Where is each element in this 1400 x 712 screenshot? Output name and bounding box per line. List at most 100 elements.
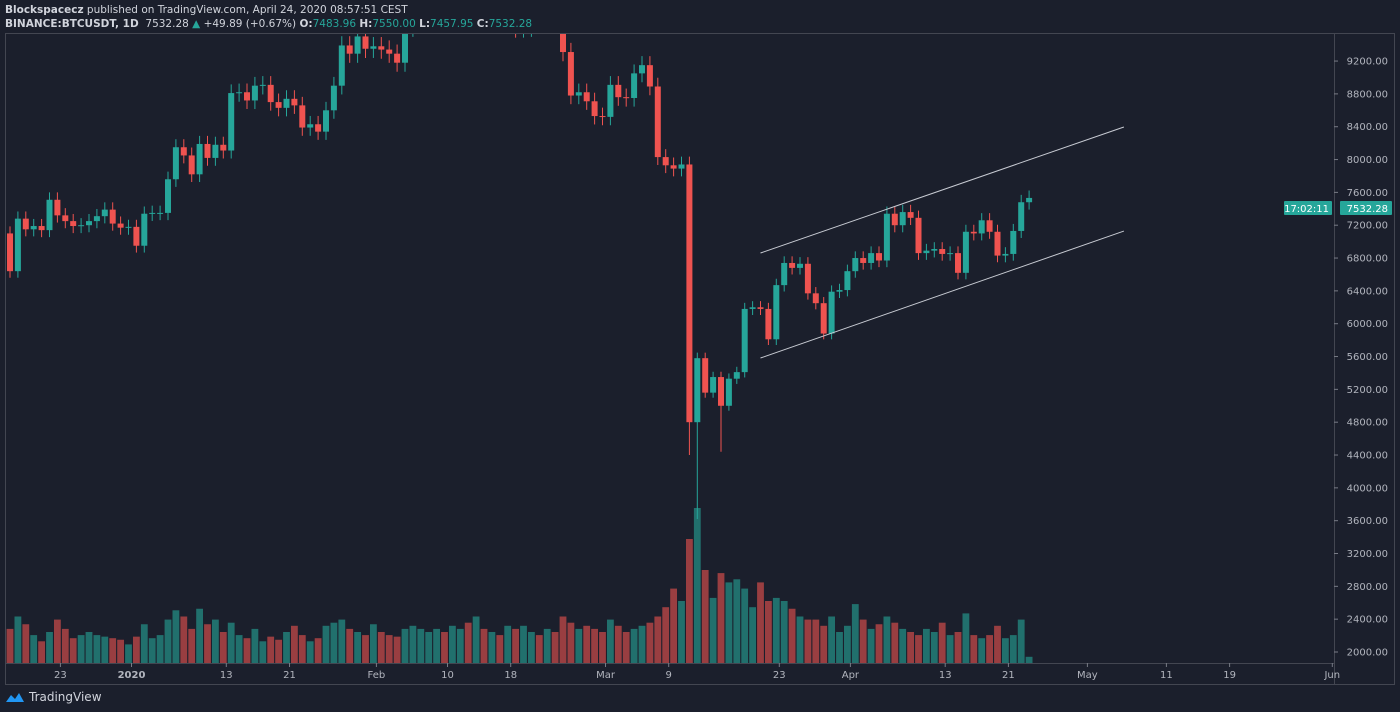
time-tick-label: 11 (1160, 670, 1173, 681)
candle-body (552, 0, 558, 24)
candle-body (852, 258, 859, 272)
candle-body (449, 0, 455, 8)
volume-bar (306, 641, 314, 663)
volume-bar (275, 639, 282, 663)
channel-lower-line[interactable] (760, 230, 1125, 359)
volume-bar (962, 613, 970, 663)
volume-bar (235, 635, 243, 663)
time-tick-label: 13 (939, 670, 952, 681)
open-value: 7483.96 (312, 18, 357, 30)
volume-bar (899, 628, 907, 663)
candles (7, 0, 1033, 519)
brand-label: TradingView (29, 690, 102, 704)
volume-bar (622, 632, 630, 663)
low-label: L: (419, 18, 431, 30)
price-axis[interactable]: 2000.00 2400.00 2800.00 3200.00 3600.00 4000.… (1334, 57, 1388, 659)
candle-body (702, 358, 709, 393)
candle-body (986, 220, 993, 232)
candle-body (244, 92, 250, 101)
price-tick-label: 8000.00 (1347, 155, 1388, 166)
candle-body (323, 110, 329, 132)
volume-bar (401, 628, 409, 663)
price-tick-label: 4000.00 (1347, 483, 1388, 494)
candle-body (38, 226, 45, 231)
candle-body (497, 2, 503, 20)
volume-bar (338, 619, 346, 663)
channel-upper-line[interactable] (760, 126, 1125, 254)
candle-body (560, 34, 566, 53)
volume-bar (757, 582, 764, 663)
volume-bar (480, 628, 488, 663)
candle-body (93, 216, 100, 222)
price-tick-label: 6400.00 (1347, 286, 1388, 297)
volume-bar (970, 635, 978, 663)
volume-bar (464, 622, 472, 663)
tradingview-logo[interactable]: TradingView (5, 690, 102, 704)
time-tick-label: 21 (1002, 670, 1015, 681)
volume-bar (994, 625, 1001, 663)
volume-bar (227, 622, 235, 663)
volume-bar (212, 619, 219, 663)
volume-bar (528, 632, 535, 663)
price-tick-label: 7200.00 (1347, 221, 1388, 232)
candle-body (172, 147, 179, 180)
volume-bar (425, 632, 433, 663)
candle-body (141, 213, 148, 246)
candle-body (330, 85, 337, 111)
candle-body (931, 249, 938, 251)
candle-body (188, 155, 195, 175)
close-value: 7532.28 (488, 18, 533, 30)
candle-body (125, 226, 132, 228)
candle-body (394, 53, 401, 63)
volume-bar (733, 579, 741, 663)
volume-bar (204, 624, 211, 663)
volume-bar (701, 570, 709, 663)
volume-bar (117, 639, 124, 663)
candle-body (646, 65, 653, 87)
candle-body (789, 262, 796, 268)
volume-bar (156, 635, 164, 663)
volume-bar (125, 644, 132, 663)
candle-body (204, 143, 211, 158)
candle-body (7, 233, 13, 272)
volume-bar (101, 636, 109, 663)
volume-bar (954, 632, 962, 663)
volume-bar (322, 625, 330, 663)
candle-body (939, 249, 946, 254)
candle-body (710, 377, 717, 393)
candle-body (267, 84, 274, 103)
candle-body (836, 290, 843, 292)
volume-bar (1025, 656, 1033, 663)
volume-bar (765, 601, 772, 663)
high-value: 7550.00 (372, 18, 416, 30)
price-tick-label: 2400.00 (1347, 615, 1388, 626)
candle-body (101, 209, 108, 217)
candle-body (513, 0, 519, 28)
volume-bar (133, 636, 140, 663)
price-tick-label: 6000.00 (1347, 319, 1388, 330)
price-tick-label: 4800.00 (1347, 418, 1388, 429)
volume-bar (456, 628, 464, 663)
candle-body (718, 377, 724, 406)
time-tick-label: 23 (54, 670, 67, 681)
volume-bar (946, 635, 954, 663)
candle-body (654, 86, 661, 158)
candle-body (820, 303, 827, 334)
candle-body (639, 65, 645, 74)
candle-body (899, 212, 906, 226)
time-tick-label: 10 (441, 670, 454, 681)
volume-bar (54, 619, 61, 663)
candle-body (773, 285, 780, 340)
volume-bar (859, 619, 867, 663)
time-axis[interactable]: 23 2020 13 21 Feb 10 18 Mar 9 23 Apr 13 21 May 11 19 Jun (54, 663, 1340, 681)
volume-bar (749, 607, 756, 663)
candle-body (781, 262, 788, 286)
volume-bar (512, 628, 519, 663)
channel-lines[interactable] (760, 126, 1125, 359)
volume-bar (788, 608, 796, 663)
candle-body (536, 21, 542, 23)
time-tick-label: Jun (1323, 670, 1340, 681)
volume-bar (433, 628, 440, 663)
chart-header: Blockspacecz published on TradingView.co… (5, 3, 532, 31)
